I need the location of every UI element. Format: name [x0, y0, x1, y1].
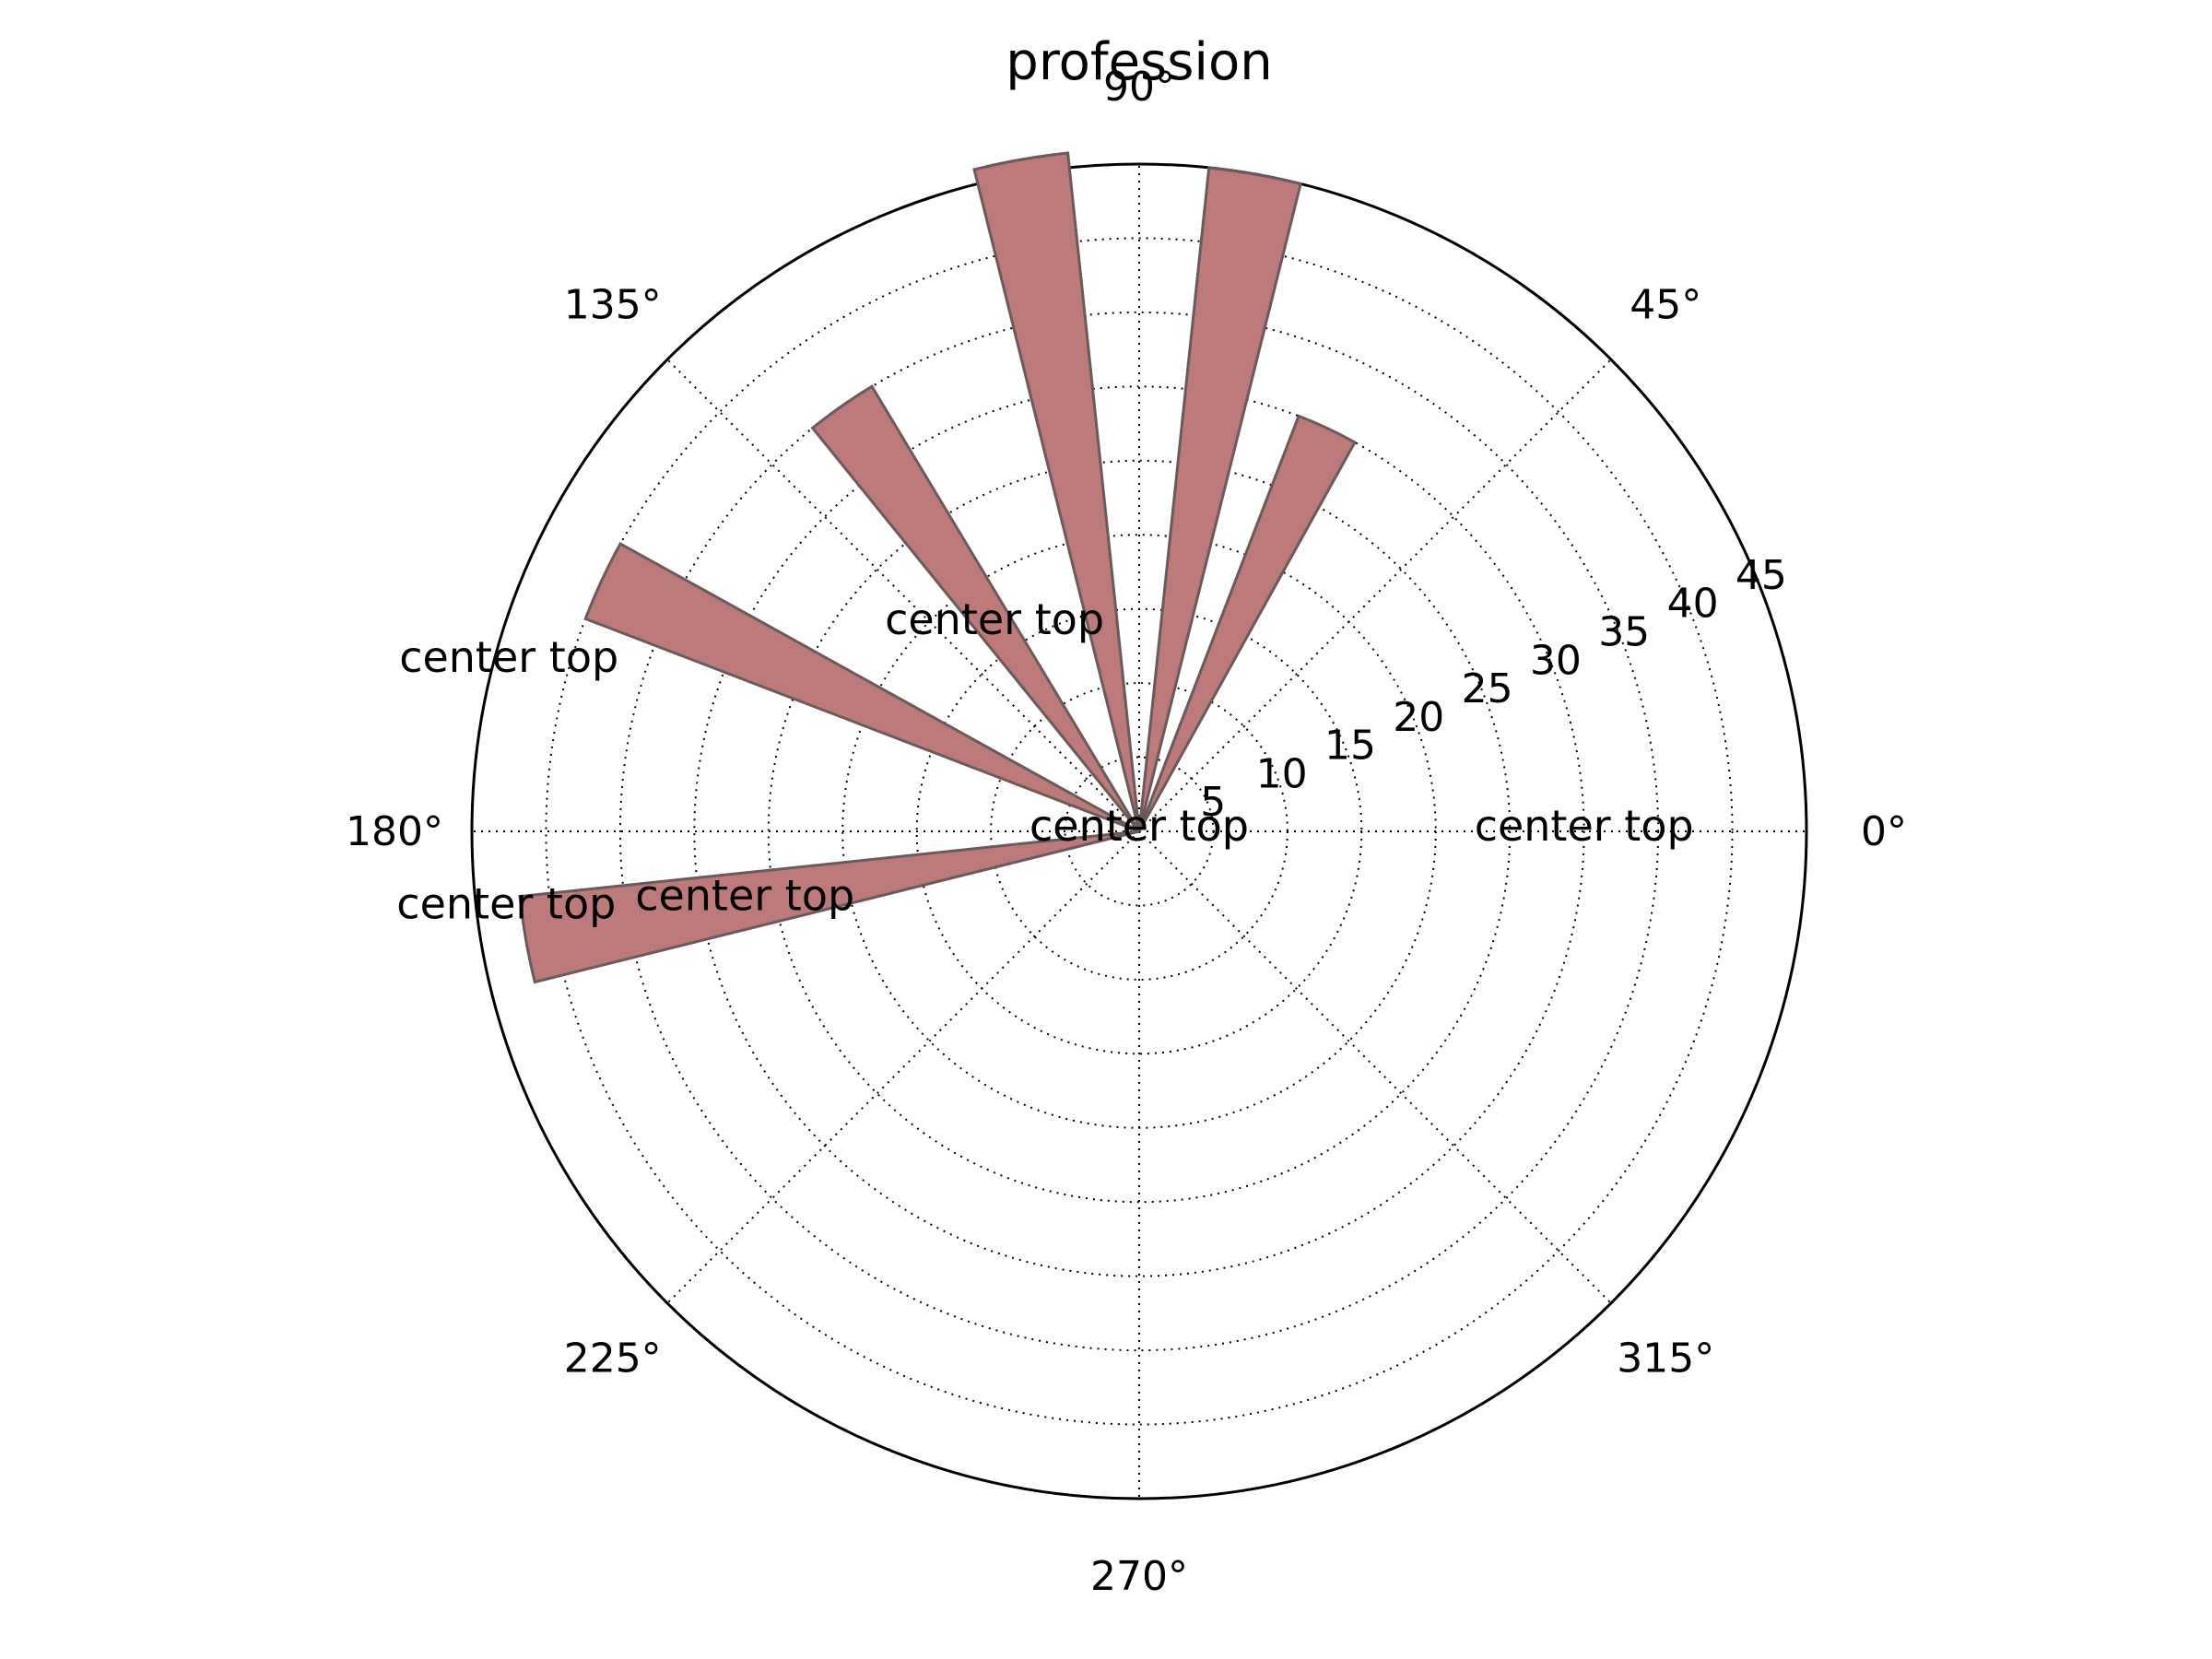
bar-annotation: center top — [1030, 801, 1249, 851]
bar-annotation: center top — [635, 870, 854, 920]
angle-tick-label: 45° — [1630, 282, 1701, 329]
angle-gridline — [1139, 831, 1611, 1303]
bar-annotation: center top — [396, 878, 616, 928]
bar-annotation: center top — [399, 632, 618, 682]
angle-tick-label: 0° — [1861, 808, 1907, 855]
radial-tick-label: 35 — [1598, 609, 1650, 656]
angle-tick-label: 315° — [1617, 1335, 1714, 1382]
angle-tick-label: 135° — [564, 282, 662, 329]
radial-tick-label: 30 — [1530, 637, 1582, 684]
polar-bar — [585, 544, 1139, 831]
angle-tick-label: 180° — [346, 808, 443, 855]
radial-tick-label: 25 — [1462, 665, 1513, 712]
radial-tick-label: 15 — [1324, 723, 1376, 770]
angle-tick-label: 270° — [1090, 1553, 1188, 1600]
radial-tick-label: 10 — [1256, 750, 1308, 797]
radial-tick-labels: 51015202530354045 — [1200, 552, 1787, 826]
angle-tick-label: 225° — [564, 1335, 662, 1382]
radial-tick-label: 20 — [1393, 694, 1444, 741]
radial-tick-label: 40 — [1667, 581, 1719, 628]
bar-annotation: center top — [1475, 801, 1694, 851]
bar-layer — [520, 153, 1355, 982]
radial-tick-label: 45 — [1735, 552, 1787, 599]
angle-tick-label: 90° — [1103, 64, 1175, 111]
bar-text-labels: center top center top center top center top… — [396, 594, 1693, 928]
bar-annotation: center top — [885, 594, 1104, 644]
